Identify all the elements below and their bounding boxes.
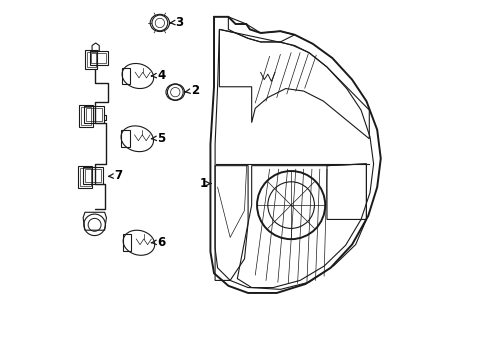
Text: 5: 5 — [151, 131, 165, 145]
Text: 6: 6 — [151, 235, 165, 248]
Text: 1: 1 — [199, 177, 210, 190]
Text: 7: 7 — [108, 169, 122, 182]
Text: 3: 3 — [170, 16, 183, 29]
Text: 4: 4 — [151, 69, 165, 82]
Text: 2: 2 — [184, 84, 199, 97]
